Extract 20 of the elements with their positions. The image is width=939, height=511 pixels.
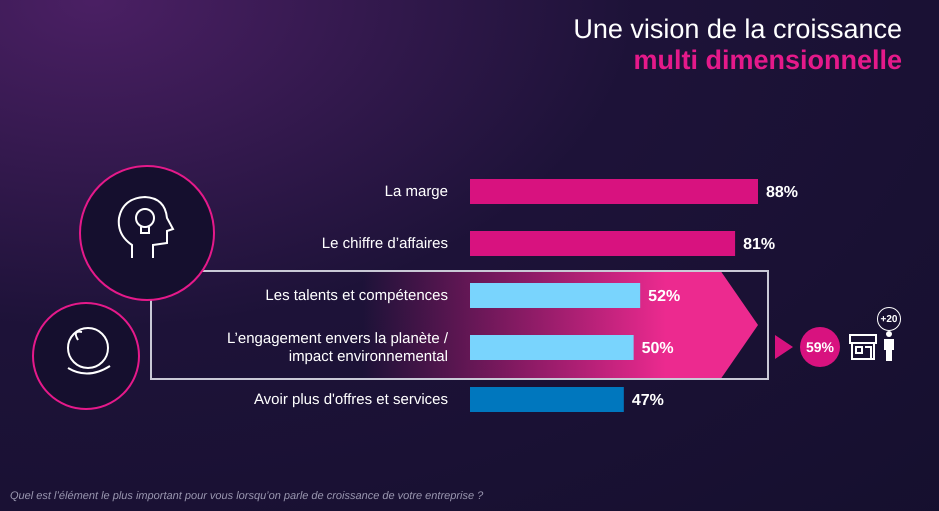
bar	[470, 335, 634, 360]
bar	[470, 387, 624, 412]
text: Quel est l’élément le plus important pour vous lorsqu’on parle de croissance de votre entreprise ?	[10, 490, 484, 502]
data-label: 88%	[766, 184, 798, 202]
data-label: 50%	[642, 340, 674, 358]
bar	[470, 179, 758, 204]
data-label: 52%	[648, 288, 680, 306]
y-tick-label: Le chiffre d’affaires	[322, 234, 448, 252]
chart-title: Une vision de la croissance	[573, 14, 902, 45]
data-label: 81%	[743, 236, 776, 254]
data-label: 47%	[632, 392, 664, 410]
y-tick-label: Avoir plus d'offres et services	[254, 390, 448, 408]
chart-subtitle: multi dimensionnelle	[632, 45, 902, 76]
y-tick-label: Les talents et compétences	[265, 286, 448, 304]
text: 59%	[800, 327, 840, 367]
y-tick-label: La marge	[384, 182, 448, 200]
text: +20	[877, 307, 901, 331]
bar	[470, 231, 736, 256]
bar	[470, 283, 640, 308]
y-tick-label: L’engagement envers la planète / impact environnemental	[227, 330, 449, 364]
